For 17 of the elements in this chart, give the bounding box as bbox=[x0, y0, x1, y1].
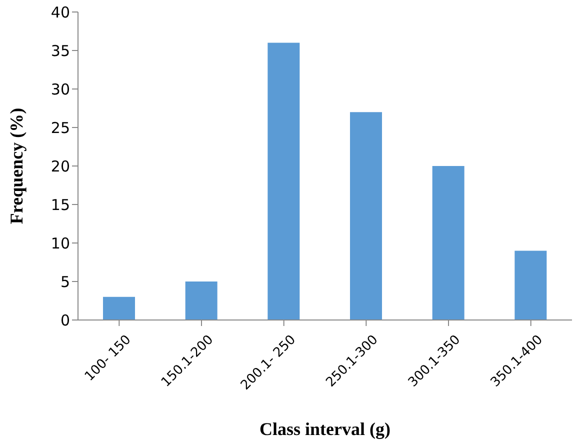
y-tick-label: 5 bbox=[60, 272, 70, 291]
bar bbox=[514, 250, 547, 320]
y-tick-label: 25 bbox=[50, 118, 70, 137]
y-tick-label: 0 bbox=[60, 311, 70, 330]
y-tick-label: 10 bbox=[50, 234, 70, 252]
y-tick-label: 15 bbox=[50, 196, 70, 214]
bar bbox=[103, 296, 135, 320]
bar bbox=[432, 166, 464, 320]
bar bbox=[185, 282, 218, 320]
y-tick-label: 20 bbox=[50, 157, 70, 176]
y-tick-label: 35 bbox=[50, 42, 70, 60]
x-axis-title: Class interval (g) bbox=[260, 419, 390, 439]
y-tick-label: 30 bbox=[50, 80, 70, 98]
y-tick-label: 40 bbox=[50, 3, 70, 22]
bar bbox=[268, 42, 300, 320]
bar bbox=[350, 112, 382, 320]
y-axis-title: Frequency (%) bbox=[6, 108, 26, 224]
